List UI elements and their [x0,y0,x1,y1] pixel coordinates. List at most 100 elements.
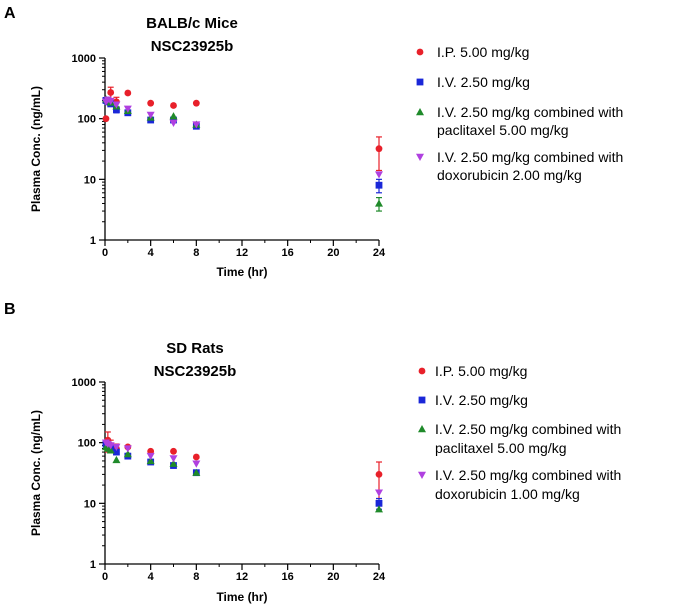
data-point [170,102,177,109]
legend-item: I.V. 2.50 mg/kg combined with paclitaxel … [418,421,621,456]
y-tick-label: 1 [90,235,96,247]
legend-marker [418,425,426,433]
data-point [102,115,110,123]
data-point [123,445,132,453]
x-tick-label: 24 [373,247,386,259]
legend-item: I.V. 2.50 mg/kg combined with doxorubicin… [416,149,623,183]
legend-label: I.P. 5.00 mg/kg [435,363,527,379]
data-point [106,446,115,454]
data-point [375,181,383,189]
data-point [146,111,155,119]
x-axis-label: Time (hr) [216,265,267,279]
data-point [192,468,201,476]
y-axis-label: Plasma Conc. (ng/mL) [29,410,43,536]
x-axis-label: Time (hr) [216,590,267,604]
y-tick-label: 10 [84,498,96,510]
series-0 [102,86,383,172]
panel-letter: B [4,301,16,318]
y-tick-label: 1000 [72,53,96,65]
data-point [375,470,383,478]
legend-marker [416,78,424,86]
legend-label: paclitaxel 5.00 mg/kg [435,440,567,456]
data-point [375,499,383,507]
x-tick-label: 4 [148,247,155,259]
series-0 [104,431,383,500]
legend-marker [418,396,426,404]
x-tick-label: 0 [102,571,108,583]
legend-label: doxorubicin 2.00 mg/kg [437,167,582,183]
panel-b: B SD Rats NSC23925b 1 10 100 1000 0 4 8 12 16 20 24 Ti… [4,301,621,604]
data-point [375,199,383,207]
data-point [375,505,383,513]
y-tick-label: 1 [90,559,96,571]
data-point [112,443,121,451]
x-tick-label: 8 [193,571,199,583]
chart-title: BALB/c Mice [146,15,238,32]
data-point [112,455,121,464]
x-tick-label: 12 [236,571,248,583]
y-tick-label: 100 [78,438,96,450]
legend-label: I.P. 5.00 mg/kg [437,44,529,60]
y-tick-label: 1000 [72,377,96,389]
data-point [169,459,178,467]
data-point [113,106,120,114]
series-3 [101,439,383,497]
panel-a: A BALB/c Mice NSC23925b 1 10 100 1000 0 4 8 12 16 20… [4,5,623,279]
legend-label: I.V. 2.50 mg/kg combined with [437,104,623,120]
data-point [192,121,201,129]
chart-title: SD Rats [166,340,224,357]
data-point [375,145,383,153]
x-tick-label: 0 [102,247,108,259]
data-point [123,105,132,113]
legend-item: I.P. 5.00 mg/kg [418,363,527,379]
legend-label: I.V. 2.50 mg/kg combined with [437,149,623,165]
data-point [146,456,155,465]
legend-label: I.V. 2.50 mg/kg combined with [435,421,621,437]
series-2 [101,442,383,513]
data-point [192,453,200,461]
legend-label: doxorubicin 1.00 mg/kg [435,486,580,502]
chart-subtitle: NSC23925b [154,363,237,380]
legend-label: I.V. 2.50 mg/kg combined with [435,467,621,483]
data-point [146,452,155,461]
legend-marker [418,367,426,375]
data-point [106,97,115,106]
legend-marker [416,153,424,161]
legend-item: I.V. 2.50 mg/kg combined with paclitaxel … [416,104,623,138]
data-point [107,89,115,96]
legend-marker [418,471,426,479]
x-tick-label: 12 [236,247,248,259]
data-point [375,171,383,179]
legend-item: I.P. 5.00 mg/kg [416,44,529,60]
panel-letter: A [4,5,16,22]
x-tick-label: 16 [282,571,294,583]
data-point [192,99,200,107]
data-point [192,460,201,468]
legend-label: I.V. 2.50 mg/kg [437,74,530,90]
x-tick-label: 4 [148,571,155,583]
data-point [169,119,178,127]
legend-marker [416,48,424,56]
data-point [375,489,383,497]
chart-subtitle: NSC23925b [151,38,234,55]
series-1 [102,440,383,510]
series-2 [101,95,383,212]
legend-item: I.V. 2.50 mg/kg combined with doxorubicin… [418,467,621,502]
legend-item: I.V. 2.50 mg/kg [416,74,530,90]
legend-label: paclitaxel 5.00 mg/kg [437,122,569,138]
series-3 [101,96,383,179]
x-tick-label: 16 [282,247,294,259]
y-tick-label: 100 [78,114,96,126]
data-point [147,99,155,107]
x-tick-label: 20 [327,247,339,259]
legend-label: I.V. 2.50 mg/kg [435,392,528,408]
legend-marker [416,108,424,116]
x-tick-label: 8 [193,247,199,259]
data-point [113,448,120,456]
series-1 [102,97,383,194]
data-point [169,112,178,120]
data-point [123,450,132,458]
y-axis-label: Plasma Conc. (ng/mL) [29,86,43,212]
legend-item: I.V. 2.50 mg/kg [418,392,528,408]
